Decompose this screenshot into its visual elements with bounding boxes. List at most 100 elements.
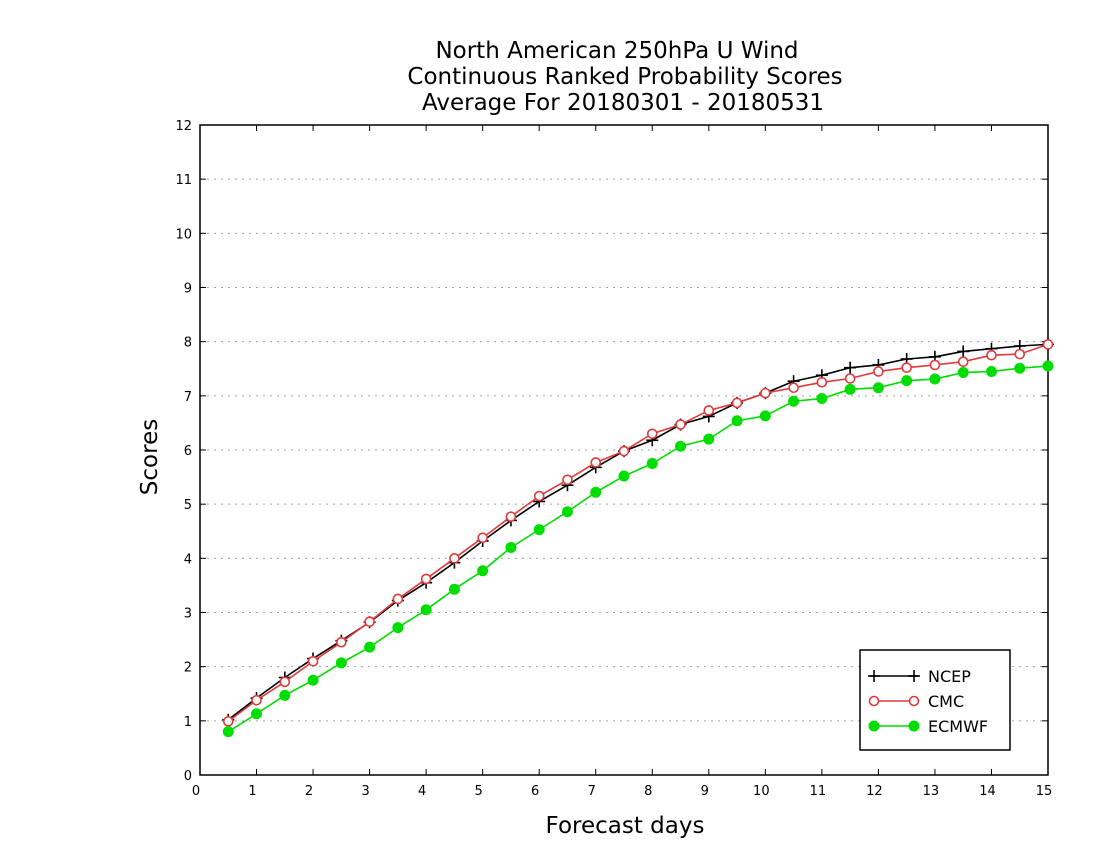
data-point-ecmwf — [420, 604, 432, 616]
legend-marker — [868, 695, 880, 707]
y-tick-label: 1 — [184, 715, 192, 730]
legend-marker — [908, 720, 920, 732]
data-point-ecmwf — [844, 383, 856, 395]
chart-title-line-3: Average For 20180301 - 20180531 — [422, 90, 824, 116]
data-point-cmc — [731, 397, 743, 409]
data-point-cmc — [618, 445, 630, 457]
data-point-cmc — [788, 382, 799, 394]
data-point-ecmwf — [759, 410, 771, 422]
legend-marker — [908, 670, 920, 682]
data-point-cmc — [703, 405, 715, 416]
data-point-ecmwf — [901, 375, 913, 387]
data-point-ecmwf — [618, 470, 630, 482]
x-tick-label: 2 — [305, 784, 313, 799]
data-point-ecmwf — [816, 393, 828, 405]
data-point-ecmwf — [646, 458, 658, 470]
data-point-cmc — [816, 376, 828, 388]
legend-label-ncep: NCEP — [928, 667, 971, 686]
x-tick-label: 12 — [866, 784, 883, 799]
data-point-cmc — [844, 373, 856, 384]
data-point-cmc — [336, 636, 347, 648]
x-axis-ticks: 0 1 2 3 4 5 6 7 8 9 10 11 12 13 14 15 — [192, 125, 1052, 799]
data-point-cmc — [1014, 348, 1026, 360]
data-point-cmc — [675, 419, 686, 430]
data-point-ecmwf — [222, 726, 234, 738]
data-point-cmc — [873, 366, 884, 377]
data-series — [222, 338, 1054, 738]
data-point-cmc — [392, 593, 404, 605]
data-point-ecmwf — [1014, 362, 1026, 374]
x-tick-label: 8 — [644, 784, 652, 799]
legend: NCEP CMC ECMWF — [859, 649, 1011, 751]
x-tick-label: 15 — [1036, 784, 1053, 799]
y-tick-label: 12 — [175, 119, 192, 134]
data-point-ecmwf — [533, 524, 545, 536]
x-tick-label: 10 — [753, 784, 770, 799]
legend-marker — [868, 720, 880, 732]
chart-title: North American 250hPa U Wind Continuous … — [407, 38, 842, 116]
data-point-ecmwf — [561, 506, 573, 518]
y-tick-label: 8 — [184, 336, 192, 351]
y-tick-label: 11 — [175, 173, 192, 188]
legend-label-cmc: CMC — [928, 692, 964, 711]
x-tick-label: 11 — [810, 784, 827, 799]
data-point-ecmwf — [448, 583, 460, 595]
y-tick-label: 0 — [184, 769, 192, 784]
data-point-ecmwf — [505, 542, 517, 553]
x-axis-label: Forecast days — [546, 813, 705, 839]
data-point-ecmwf — [307, 674, 319, 686]
data-point-ecmwf — [985, 365, 997, 377]
data-point-cmc — [646, 428, 658, 440]
data-point-cmc — [420, 573, 432, 585]
data-point-ecmwf — [675, 440, 687, 452]
data-point-cmc — [279, 676, 291, 688]
y-tick-label: 3 — [184, 607, 192, 622]
data-point-cmc — [760, 387, 771, 399]
data-point-cmc — [251, 694, 262, 706]
data-point-cmc — [1042, 339, 1054, 350]
data-point-ecmwf — [335, 657, 347, 669]
legend-marker — [868, 670, 880, 682]
y-axis-label: Scores — [137, 419, 163, 495]
legend-box — [859, 649, 1011, 751]
x-tick-label: 5 — [475, 784, 483, 799]
data-point-ncep — [844, 361, 857, 374]
data-point-cmc — [901, 362, 912, 373]
data-point-ncep — [957, 345, 970, 358]
data-point-ecmwf — [590, 486, 602, 498]
data-point-ecmwf — [251, 708, 263, 720]
legend-label-ecmwf: ECMWF — [928, 717, 988, 736]
data-point-ecmwf — [279, 689, 291, 701]
data-point-ecmwf — [477, 565, 489, 577]
y-tick-label: 2 — [184, 661, 192, 676]
y-tick-label: 4 — [184, 552, 192, 567]
data-point-ecmwf — [1042, 360, 1054, 372]
x-tick-label: 7 — [588, 784, 596, 799]
y-tick-label: 6 — [184, 444, 192, 459]
series-ecmwf — [222, 360, 1054, 738]
data-point-cmc — [929, 359, 941, 371]
legend-entry-cmc: CMC — [868, 692, 964, 711]
legend-marker — [908, 695, 920, 707]
data-point-cmc — [533, 490, 545, 502]
y-tick-label: 9 — [184, 282, 192, 297]
data-point-cmc — [222, 716, 234, 727]
data-point-ecmwf — [364, 641, 376, 653]
data-point-cmc — [364, 616, 375, 628]
data-point-ecmwf — [703, 433, 715, 445]
legend-entry-ecmwf: ECMWF — [868, 717, 988, 736]
x-tick-label: 9 — [701, 784, 709, 799]
data-point-cmc — [562, 474, 573, 486]
data-point-cmc — [307, 655, 319, 667]
y-tick-label: 5 — [184, 498, 192, 513]
data-point-ecmwf — [731, 415, 743, 427]
x-tick-label: 1 — [248, 784, 256, 799]
data-point-cmc — [590, 457, 602, 468]
data-point-ecmwf — [788, 395, 800, 407]
x-tick-label: 3 — [361, 784, 369, 799]
y-tick-label: 10 — [175, 227, 192, 242]
data-point-ecmwf — [872, 382, 884, 394]
data-point-ecmwf — [929, 373, 941, 385]
